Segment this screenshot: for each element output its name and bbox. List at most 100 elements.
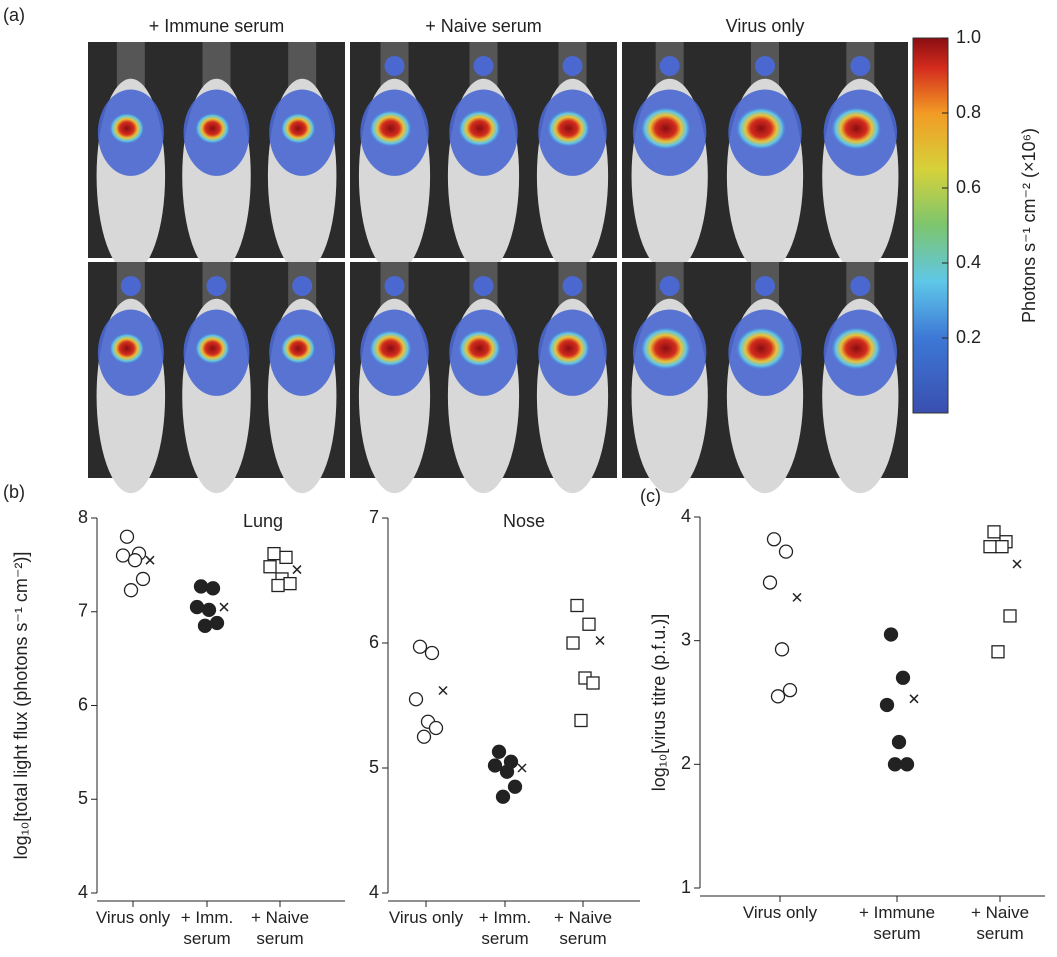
point [428,720,444,736]
nose-signal [755,276,775,296]
point [586,676,600,690]
point [879,697,895,713]
point [189,599,205,615]
hotspot [830,326,883,371]
colorbar-tick-label: 0.2 [956,327,981,347]
mean-stroke [219,602,229,612]
panel-label: (a) [3,5,25,25]
point [283,576,297,591]
nose-signal [384,56,405,76]
mean-mark [909,694,919,704]
image-panel [88,42,908,494]
point [570,598,584,613]
y-tick-label: 2 [681,753,691,773]
point [778,544,794,559]
point [127,553,143,568]
mean-stroke [292,565,302,575]
panel-label: (b) [3,482,25,502]
colorbar-tick-label: 0.4 [956,252,981,272]
point [774,642,790,657]
point [267,546,281,561]
colorbar-label: Photons s⁻¹ cm⁻² (×10⁶) [1019,128,1039,323]
x-tick-label: + Naive serum [553,908,613,948]
point [770,689,786,704]
x-tick-label-box: + Naive serum [970,903,1030,943]
hotspot [735,106,787,151]
y-tick-label: 6 [78,694,88,714]
x-tick-label: + Naive serum [250,908,310,948]
nose-signal [473,276,494,296]
mean-mark [517,763,527,773]
y-tick-label: 3 [681,629,691,649]
y-tick-label: 1 [681,877,691,897]
point [782,682,798,698]
x-tick-label-box: Virus only [742,903,818,922]
y-tick-label: 6 [369,632,379,652]
hotspot [280,332,317,365]
y-tick-label: 5 [369,757,379,777]
x-tick-label: + Immune serum [858,903,936,943]
column-title: + Naive serum [425,16,542,36]
point [193,579,209,594]
hotspot [639,326,692,371]
mean-mark [438,685,448,696]
chart-title: Nose [503,511,545,531]
mean-mark [1012,559,1022,569]
point [205,581,221,596]
colorbar-tick-label: 0.6 [956,177,981,197]
point [499,764,515,779]
y-tick-label: 4 [78,882,88,902]
y-tick-label: 8 [78,507,88,527]
nose-signal [659,56,680,76]
nose-signal [562,56,583,76]
nose-signal [120,276,141,296]
x-tick-label: Virus only [95,908,171,927]
x-tick-label-box: + Immune serum [858,903,936,943]
y-axis-label: log₁₀[total light flux (photons s⁻¹ cm⁻²… [11,552,31,860]
y-tick-label: 7 [78,601,88,621]
hotspot [546,329,591,368]
colorbar [912,37,949,414]
nose-signal [562,276,583,296]
x-tick-label-box: + Imm. serum [478,908,532,948]
hotspot [546,109,591,148]
hotspot [194,332,231,365]
mean-stroke [145,555,155,565]
mean-mark [792,592,802,602]
hotspot [457,109,502,148]
point [209,615,225,631]
hotspot [735,326,787,371]
y-tick-label: 4 [681,506,691,526]
x-tick-label: + Imm. serum [478,908,532,948]
mean-mark [145,555,155,565]
hotspot [457,329,502,368]
point [883,627,899,642]
column-title: Virus only [726,16,805,36]
hotspot [280,112,317,145]
x-tick-label-box: Virus only [388,908,464,927]
point [566,636,580,650]
point [574,713,588,728]
nose-signal [755,56,775,76]
point [899,757,915,772]
hotspot [194,112,231,145]
nose-signal [206,276,227,296]
x-tick-label: + Naive serum [970,903,1030,943]
hotspot [108,112,145,145]
point [416,729,432,744]
mean-stroke [517,763,527,773]
point [766,532,782,547]
point [487,758,503,773]
nose-signal [850,276,871,296]
point [279,550,293,565]
chart-title: Lung [243,511,283,531]
x-tick-label-box: + Naive serum [250,908,310,948]
x-tick-label: Virus only [388,908,464,927]
hotspot [368,109,413,148]
mean-mark [219,602,229,612]
x-tick-label: Virus only [742,903,818,922]
nose-signal [292,276,313,296]
x-tick-label-box: + Naive serum [553,908,613,948]
mean-stroke [792,592,802,602]
point [987,525,1001,539]
